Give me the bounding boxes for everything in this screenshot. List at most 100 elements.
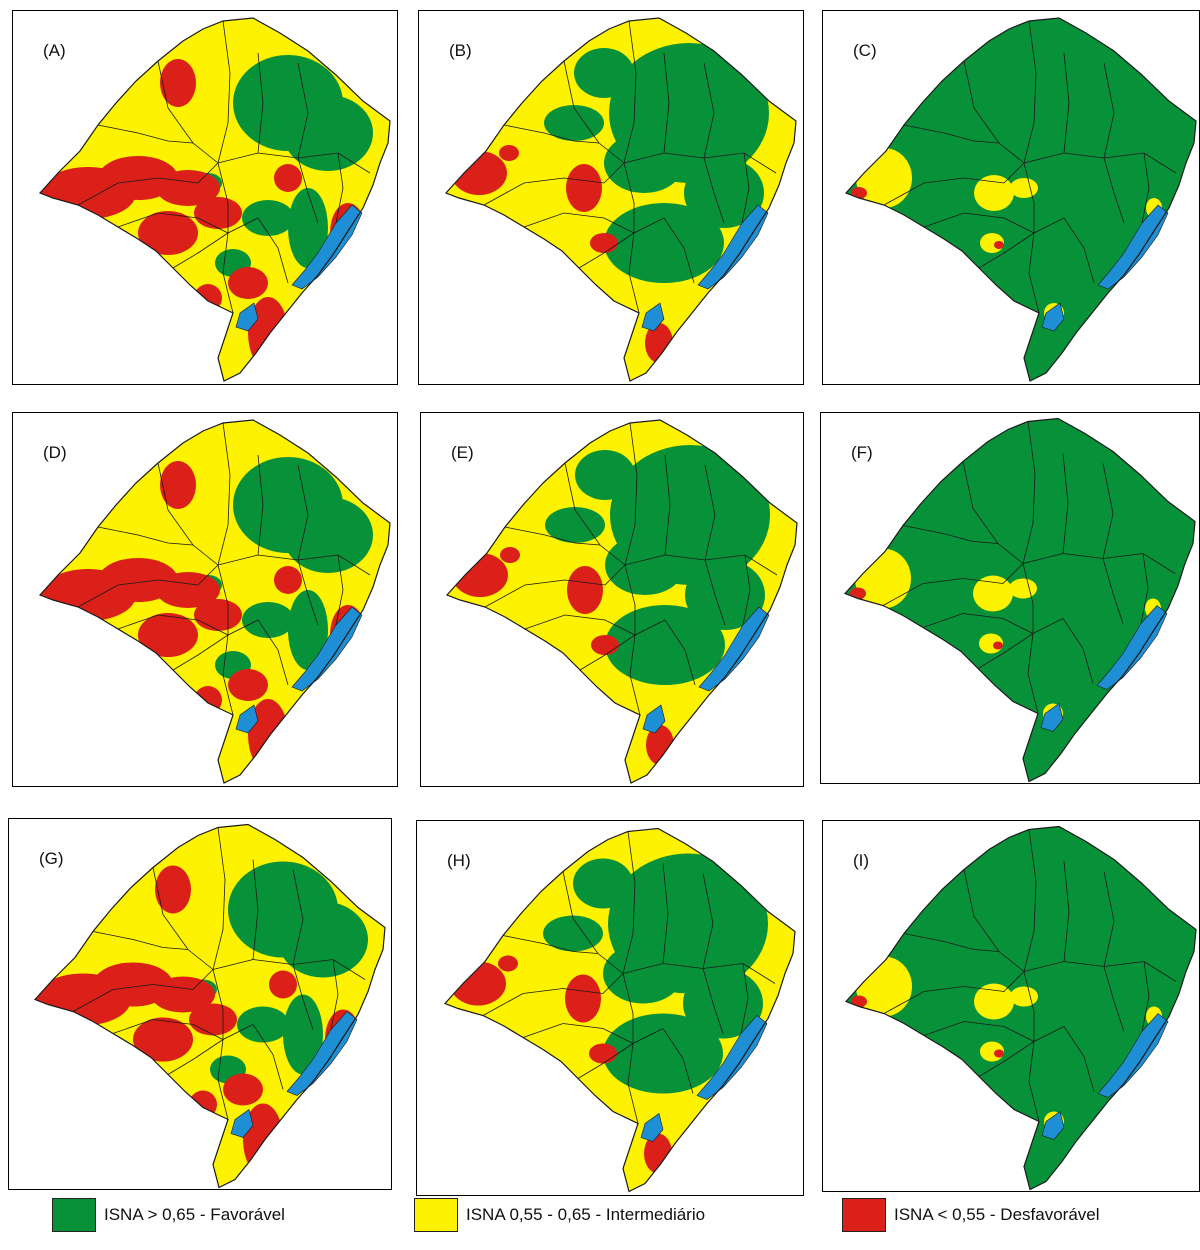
region-border	[663, 217, 695, 284]
zone-favoravel	[573, 858, 633, 909]
region-border	[1063, 861, 1070, 962]
region-border	[1102, 558, 1124, 624]
map-panel-f: (F)	[820, 412, 1200, 784]
region-border	[297, 62, 309, 159]
zone-desfavoravel	[228, 267, 268, 299]
region-border	[1103, 62, 1115, 159]
region-border	[77, 162, 219, 206]
region-border	[292, 964, 314, 1030]
region-border	[702, 873, 714, 969]
map-panel-g: (G)	[8, 818, 392, 1190]
region-border	[92, 931, 189, 950]
lagoon	[640, 1015, 768, 1142]
region-border	[97, 124, 194, 144]
state-outline	[443, 827, 796, 1193]
zone-desfavoravel	[160, 461, 196, 509]
zone-desfavoravel	[138, 613, 198, 657]
region-border	[297, 464, 309, 561]
region-border	[72, 969, 214, 1012]
region-border	[704, 464, 716, 561]
region-border	[335, 554, 344, 626]
zone-desfavoravel	[155, 865, 191, 914]
region-border	[257, 454, 264, 556]
lagoon	[642, 606, 770, 734]
region-border	[335, 152, 344, 224]
zone-favoravel	[283, 497, 373, 573]
legend-intermediario: ISNA 0,55 - 0,65 - Intermediário	[414, 1195, 705, 1235]
map-panel-b: (B)	[418, 10, 804, 385]
region-border	[117, 212, 259, 234]
zone-desfavoravel	[133, 1017, 193, 1062]
zone-desfavoravel	[189, 1090, 217, 1119]
region-border	[977, 633, 1034, 669]
region-border	[167, 1039, 224, 1075]
map-panel-i: (I)	[822, 820, 1200, 1192]
map-i	[844, 825, 1197, 1191]
zone-desfavoravel	[151, 976, 215, 1013]
region-border	[1063, 217, 1095, 284]
panel-label: (C)	[853, 41, 877, 60]
zone-desfavoravel	[194, 197, 242, 229]
lagoon	[1040, 605, 1168, 732]
region-border	[257, 52, 264, 154]
zone-desfavoravel	[591, 635, 619, 655]
region-border	[1102, 463, 1114, 559]
region-border	[562, 871, 624, 974]
region-border	[157, 60, 219, 164]
zone-desfavoravel	[194, 599, 242, 631]
map-c	[844, 17, 1197, 382]
region-border	[112, 1019, 254, 1040]
map-panel-a: (A)	[12, 10, 398, 385]
state-outline	[445, 419, 798, 784]
legend-label: ISNA < 0,55 - Desfavorável	[894, 1205, 1100, 1224]
legend-swatch-red	[842, 1198, 886, 1232]
map-panel-e: (E)	[420, 412, 804, 787]
map-panel-d: (D)	[12, 412, 398, 787]
map-b	[444, 17, 797, 382]
region-border	[297, 559, 319, 626]
map-f	[843, 417, 1196, 783]
map-g	[33, 823, 386, 1189]
region-border	[1023, 20, 1037, 164]
zone-desfavoravel	[499, 145, 519, 161]
map-d	[38, 419, 391, 784]
region-border	[117, 614, 259, 636]
region-border	[212, 827, 226, 970]
region-border	[963, 869, 1025, 972]
region-border	[292, 869, 304, 965]
state-area	[845, 418, 1195, 782]
region-border	[662, 863, 669, 964]
zone-desfavoravel	[156, 170, 220, 206]
region-border	[624, 422, 638, 566]
lagoon	[235, 204, 363, 332]
zone-desfavoravel	[194, 284, 222, 312]
state-outline	[33, 823, 386, 1189]
region-border	[663, 52, 670, 154]
zone-intermediario	[1010, 178, 1038, 198]
region-border	[923, 1021, 1065, 1042]
region-border	[522, 1023, 664, 1044]
region-border	[702, 968, 724, 1034]
zone-favoravel	[603, 943, 683, 1004]
zone-desfavoravel	[223, 1073, 263, 1106]
region-border	[662, 1028, 694, 1094]
zone-favoravel	[283, 994, 323, 1075]
state-outline	[844, 825, 1197, 1191]
state-area	[846, 18, 1196, 381]
region-border	[978, 232, 1035, 269]
zone-desfavoravel	[589, 1043, 617, 1064]
map-panel-h: (H)	[416, 820, 804, 1196]
region-border	[1063, 1026, 1095, 1092]
region-border	[902, 525, 999, 544]
zone-favoravel	[283, 95, 373, 171]
region-border	[172, 634, 229, 671]
region-border	[922, 613, 1064, 634]
zone-favoravel	[685, 560, 765, 630]
zone-intermediario	[1010, 986, 1038, 1007]
region-border	[564, 462, 626, 566]
zone-desfavoravel	[994, 1049, 1004, 1058]
zone-desfavoravel	[566, 164, 602, 212]
zone-desfavoravel	[565, 974, 601, 1023]
region-border	[252, 1024, 284, 1090]
zone-desfavoravel	[994, 241, 1004, 249]
